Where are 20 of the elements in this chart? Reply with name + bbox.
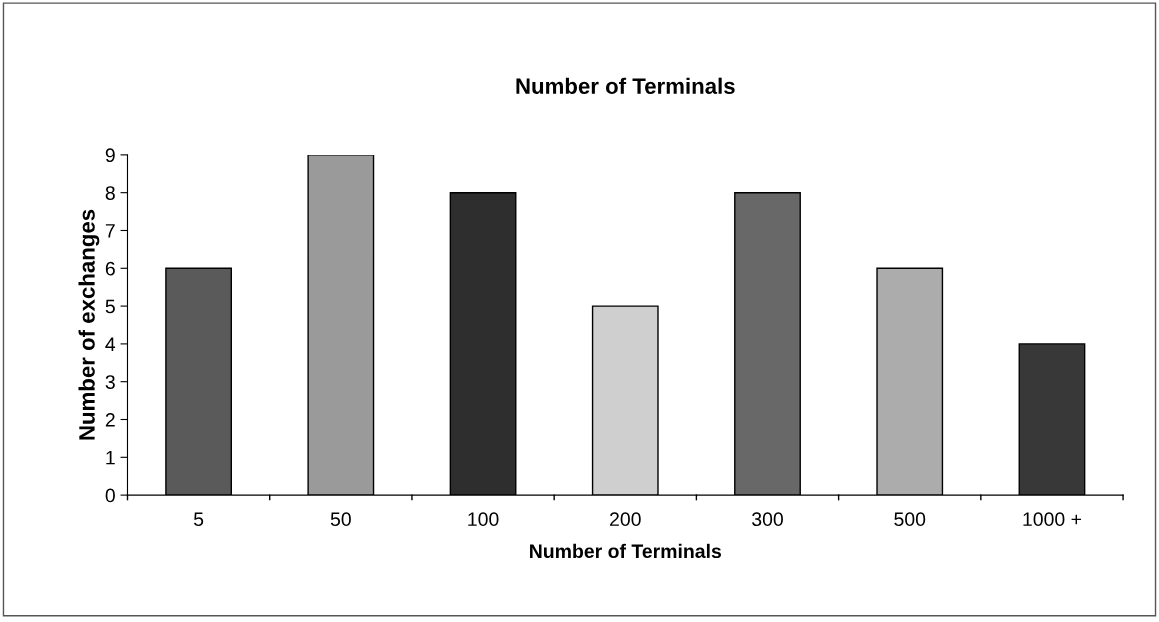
y-tick-label: 3	[105, 375, 115, 389]
x-tick-label: 100	[468, 512, 499, 527]
y-axis-title: Number of exchanges	[78, 209, 100, 440]
x-axis-title: Number of Terminals	[530, 543, 722, 559]
y-tick-label: 7	[105, 224, 115, 238]
x-tick-label: 1000 +	[1023, 512, 1082, 527]
y-tick-label: 9	[105, 148, 115, 163]
x-tick-label: 300	[752, 512, 783, 527]
x-tick-label: 50	[330, 512, 351, 527]
y-tick-label: 2	[105, 412, 115, 427]
y-tick-label: 1	[106, 450, 115, 465]
x-tick-label: 5	[193, 512, 204, 527]
y-tick-label: 6	[105, 261, 115, 276]
chart-title: Number of Terminals	[516, 77, 735, 94]
x-tick-label: 500	[894, 512, 926, 527]
y-tick-label: 5	[105, 299, 115, 314]
y-tick-label: 0	[105, 488, 115, 503]
y-tick-label: 8	[105, 186, 115, 200]
x-tick-label: 200	[610, 512, 641, 527]
y-tick-label: 4	[105, 337, 116, 351]
